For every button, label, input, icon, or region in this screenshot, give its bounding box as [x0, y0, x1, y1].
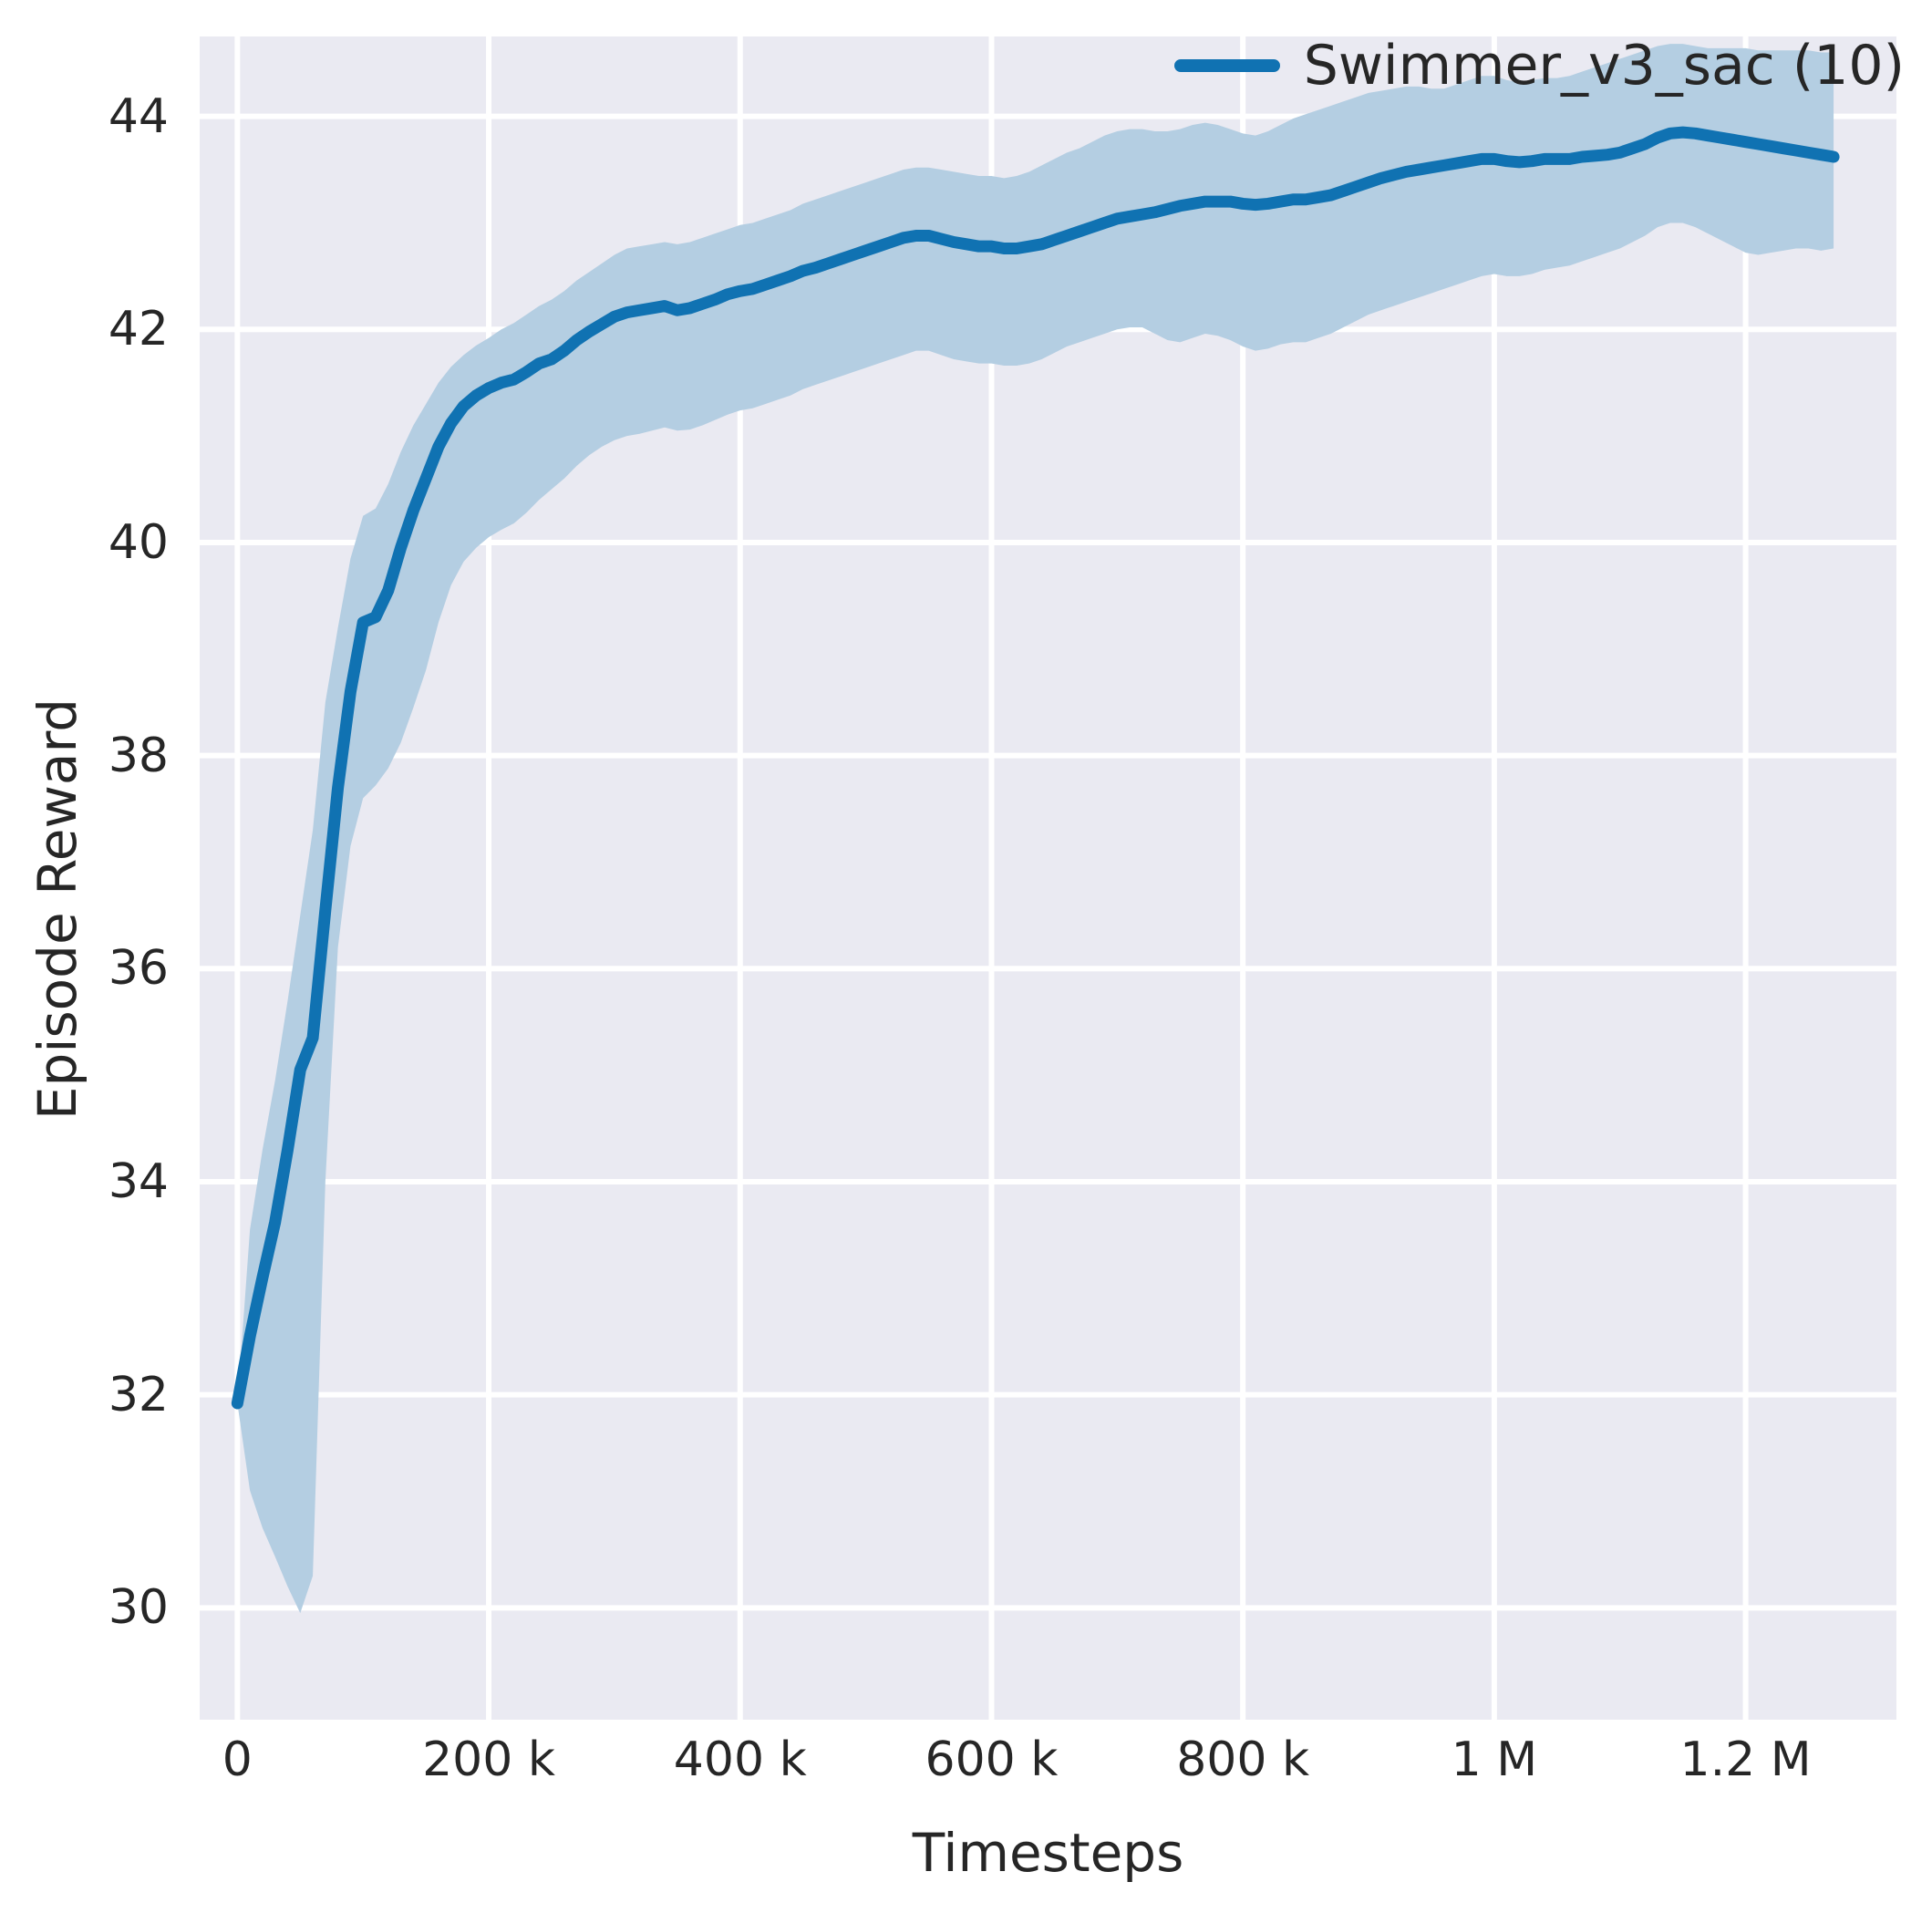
y-tick-label: 44 [108, 88, 169, 144]
y-tick-label: 38 [108, 728, 169, 783]
series-layer [231, 44, 1840, 1614]
x-tick-label: 400 k [673, 1732, 807, 1787]
y-axis-title: Episode Reward [26, 698, 88, 1121]
plot-area [200, 36, 1896, 1720]
x-tick-label: 600 k [925, 1732, 1059, 1787]
y-tick-label: 34 [108, 1153, 169, 1209]
y-tick-label: 36 [108, 941, 169, 997]
x-tick-label: 1 M [1451, 1732, 1538, 1787]
y-tick-label: 32 [108, 1367, 169, 1422]
x-tick-label: 1.2 M [1679, 1732, 1812, 1787]
legend-label: Swimmer_v3_sac (10) [1303, 34, 1905, 98]
y-tick-label: 42 [108, 302, 169, 357]
y-tick-label: 40 [108, 514, 169, 570]
x-tick-label: 800 k [1176, 1732, 1310, 1787]
x-axis-title: Timesteps [912, 1822, 1184, 1884]
x-tick-label: 0 [222, 1732, 253, 1787]
x-tick-label: 200 k [422, 1732, 555, 1787]
legend-line-swatch [1173, 59, 1280, 72]
y-tick-label: 30 [108, 1580, 169, 1636]
legend: Swimmer_v3_sac (10) [1167, 35, 1912, 97]
